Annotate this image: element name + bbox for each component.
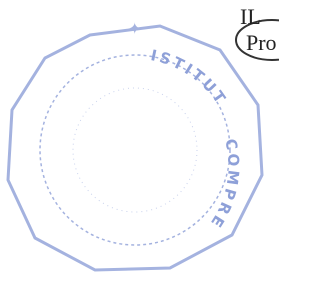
text-line-2: Pro <box>246 30 277 55</box>
stamp-star: ✦ <box>128 21 141 38</box>
scan: ✦ ISTITUTO COMPRENSIVO IL Pro <box>0 0 279 285</box>
text-line-1: IL <box>240 4 261 29</box>
page: {"text": {"line1": "IL", "line2": "Pro"}… <box>0 0 279 285</box>
